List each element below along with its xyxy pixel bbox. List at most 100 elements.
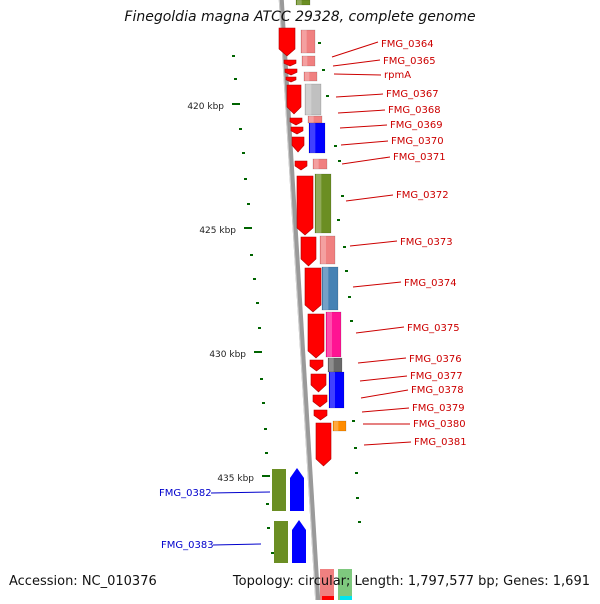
gene-label-fmg-0368[interactable]: FMG_0368	[388, 105, 441, 116]
gene-block-shade	[327, 312, 332, 357]
backbone-highlight	[278, 0, 317, 604]
gc-dot	[334, 145, 337, 147]
gene-block	[304, 83, 322, 116]
gc-dot	[355, 472, 358, 474]
leader-line	[340, 140, 389, 146]
gc-dot	[239, 128, 242, 130]
gene-label-fmg-0376[interactable]: FMG_0376	[409, 354, 462, 365]
gene-label-fmg-0370[interactable]: FMG_0370	[391, 136, 444, 147]
leader-line	[360, 389, 409, 399]
gc-dot	[258, 327, 261, 329]
gc-dot	[256, 302, 259, 304]
gene-block	[314, 173, 332, 234]
leader-line	[333, 73, 382, 76]
gene-label-fmg-0367[interactable]: FMG_0367	[386, 89, 439, 100]
gc-dot	[247, 203, 250, 205]
gene-label-fmg-0369[interactable]: FMG_0369	[390, 120, 443, 131]
gene-block-shade	[334, 421, 339, 431]
gene-block	[340, 596, 352, 600]
gene-arrow-reverse	[307, 313, 325, 359]
leader-line	[332, 59, 381, 67]
gc-dot	[265, 452, 268, 454]
gene-arrow-reverse	[312, 394, 328, 408]
gene-block	[274, 521, 288, 563]
gene-arrow-reverse	[304, 267, 322, 313]
leader-line	[352, 281, 402, 288]
gc-dot	[234, 78, 237, 80]
gene-block-shade	[297, 0, 302, 5]
gene-block-shade	[310, 123, 316, 153]
gc-dot	[266, 503, 269, 505]
gene-label-fmg-0377[interactable]: FMG_0377	[410, 371, 463, 382]
gc-dot	[264, 428, 267, 430]
gene-label-fmg-0375[interactable]: FMG_0375	[407, 323, 460, 334]
gc-content-marks	[232, 42, 361, 554]
gene-label-fmg-0374[interactable]: FMG_0374	[404, 278, 457, 289]
gc-dot	[348, 296, 351, 298]
gene-arrow-reverse	[291, 136, 305, 153]
accession-text: Accession: NC_010376	[9, 574, 157, 589]
gc-dot	[242, 152, 245, 154]
gc-dot	[337, 219, 340, 221]
leader-line	[210, 491, 271, 494]
gene-block-shade	[302, 30, 307, 53]
gene-label-fmg-0381[interactable]: FMG_0381	[414, 437, 467, 448]
gene-block-shade	[323, 267, 329, 310]
gene-block	[328, 371, 345, 409]
gene-label-fmg-0372[interactable]: FMG_0372	[396, 190, 449, 201]
gene-label-rpma[interactable]: rpmA	[384, 70, 411, 81]
gene-arrow-reverse	[300, 236, 317, 267]
label-leader-lines	[210, 41, 412, 546]
gc-dot	[341, 195, 344, 197]
leader-line	[361, 407, 410, 413]
gc-dot	[358, 521, 361, 523]
gc-dot	[267, 527, 270, 529]
gene-arrow-forward	[292, 520, 306, 563]
gene-label-fmg-0371[interactable]: FMG_0371	[393, 152, 446, 163]
gc-dot	[318, 42, 321, 44]
gene-block-shade	[305, 72, 310, 81]
gc-dot	[356, 497, 359, 499]
gc-dot	[350, 320, 353, 322]
gene-label-fmg-0364[interactable]: FMG_0364	[381, 39, 434, 50]
gene-block-shade	[309, 116, 314, 123]
gene-block	[332, 420, 347, 432]
gc-dot	[345, 270, 348, 272]
leader-line	[363, 441, 412, 446]
gene-block	[312, 158, 328, 170]
gene-arrow-reverse	[310, 373, 327, 393]
gene-label-fmg-0380[interactable]: FMG_0380	[413, 419, 466, 430]
gc-dot	[343, 246, 346, 248]
gc-dot	[338, 160, 341, 162]
genome-summary-text: Topology: circular; Length: 1,797,577 bp…	[232, 574, 590, 589]
scale-label-435: 435 kbp	[217, 474, 254, 484]
gc-dot	[260, 378, 263, 380]
gene-block-shade	[303, 56, 308, 66]
leader-line	[341, 156, 391, 165]
genome-title: Finegoldia magna ATCC 29328, complete ge…	[124, 9, 476, 25]
gene-arrow-forward	[290, 468, 304, 511]
gene-block	[320, 569, 334, 600]
gene-arrow-reverse	[309, 359, 324, 372]
leader-line	[339, 124, 388, 129]
gene-block	[295, 0, 311, 6]
gene-block	[322, 596, 334, 600]
gc-dot	[326, 95, 329, 97]
gene-label-fmg-0365[interactable]: FMG_0365	[383, 56, 436, 67]
gene-block	[300, 29, 316, 54]
gene-label-fmg-0379[interactable]: FMG_0379	[412, 403, 465, 414]
gene-label-fmg-0378[interactable]: FMG_0378	[411, 385, 464, 396]
gene-arrow-reverse	[315, 422, 332, 467]
gene-arrow-reverse	[289, 117, 303, 126]
gene-label-fmg-0383[interactable]: FMG_0383	[161, 540, 214, 551]
gene-label-fmg-0373[interactable]: FMG_0373	[400, 237, 453, 248]
gc-dot	[322, 69, 325, 71]
gene-arrow-reverse	[296, 175, 314, 236]
gene-arrow-reverse	[284, 68, 298, 76]
gene-block	[325, 311, 342, 358]
gene-label-fmg-0382[interactable]: FMG_0382	[159, 488, 212, 499]
gene-block-shade	[330, 372, 335, 408]
gene-block	[301, 55, 316, 67]
leader-line	[357, 357, 407, 364]
leader-line	[331, 41, 379, 58]
